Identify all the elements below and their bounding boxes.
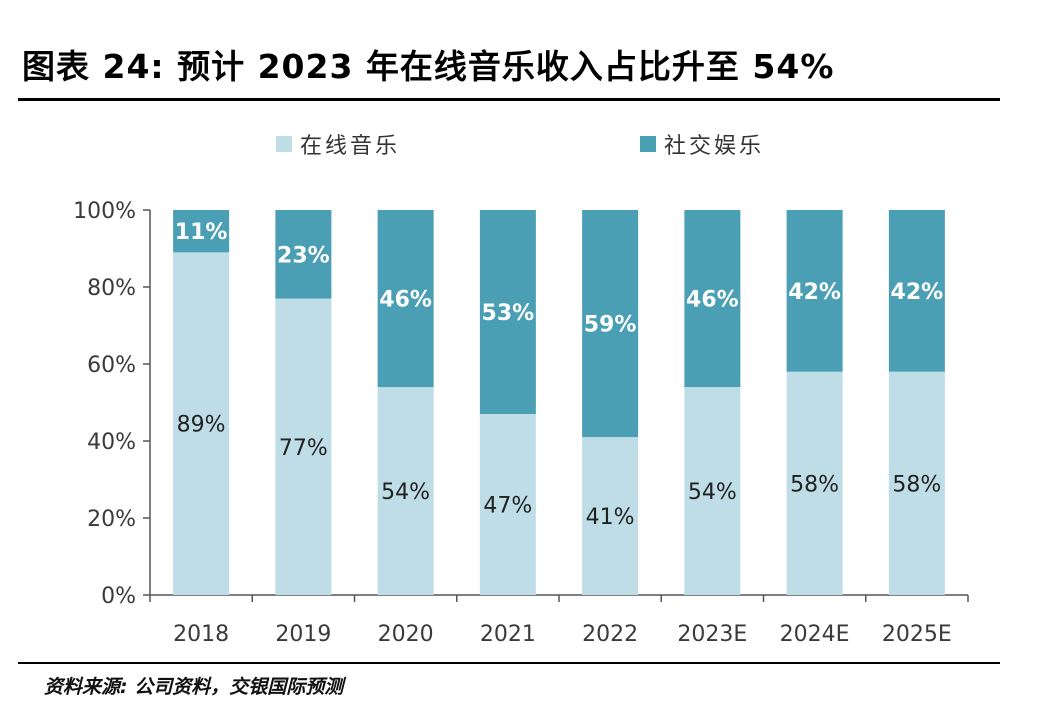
- bar-segment-social-entertainment: [275, 210, 332, 299]
- data-label-online-music: 58%: [892, 472, 941, 497]
- source-divider: [18, 662, 1000, 664]
- x-tick-label: 2018: [173, 622, 229, 647]
- bar-segment-social-entertainment: [888, 210, 945, 372]
- x-tick-label: 2023E: [677, 622, 747, 647]
- bar-segment-social-entertainment: [173, 210, 230, 253]
- legend-swatch-social-entertainment: [640, 136, 656, 152]
- x-tick-label: 2021: [480, 622, 536, 647]
- legend-item-online-music: 在线音乐: [276, 128, 400, 160]
- y-tick-label: 20%: [87, 507, 136, 532]
- legend-item-social-entertainment: 社交娱乐: [640, 128, 764, 160]
- bar-segment-online-music: [888, 371, 945, 595]
- y-tick-label: 40%: [87, 430, 136, 455]
- data-label-social-entertainment: 11%: [175, 220, 228, 245]
- legend-label-social-entertainment: 社交娱乐: [664, 134, 765, 159]
- data-label-online-music: 41%: [586, 505, 635, 530]
- bar-segment-online-music: [582, 437, 639, 595]
- data-label-social-entertainment: 23%: [277, 243, 330, 268]
- bar-segment-social-entertainment: [479, 210, 536, 415]
- data-label-social-entertainment: 53%: [482, 301, 535, 326]
- data-label-social-entertainment: 59%: [584, 313, 637, 338]
- data-label-online-music: 47%: [483, 494, 532, 519]
- bar-segment-online-music: [275, 298, 332, 595]
- data-label-online-music: 54%: [381, 480, 430, 505]
- data-label-social-entertainment: 42%: [788, 280, 841, 305]
- title-divider: [18, 98, 1000, 101]
- data-label-online-music: 58%: [790, 472, 839, 497]
- data-label-social-entertainment: 46%: [686, 288, 739, 313]
- legend-swatch-online-music: [276, 136, 292, 152]
- data-label-social-entertainment: 46%: [379, 288, 432, 313]
- bar-segment-online-music: [377, 387, 434, 595]
- x-tick-label: 2022: [582, 622, 638, 647]
- legend-label-online-music: 在线音乐: [300, 134, 401, 159]
- x-tick-label: 2025E: [882, 622, 952, 647]
- bar-segment-online-music: [479, 414, 536, 595]
- x-tick-label: 2020: [378, 622, 434, 647]
- figure-title: 图表 24: 预计 2023 年在线音乐收入占比升至 54%: [22, 47, 835, 86]
- bar-segment-social-entertainment: [786, 210, 843, 372]
- data-label-online-music: 54%: [688, 480, 737, 505]
- data-label-online-music: 77%: [279, 436, 328, 461]
- x-tick-label: 2024E: [780, 622, 850, 647]
- bar-segment-social-entertainment: [582, 210, 639, 438]
- source-note: 资料来源: 公司资料，交银国际预测: [44, 676, 344, 698]
- bar-segment-online-music: [786, 371, 843, 595]
- bar-segment-online-music: [684, 387, 741, 595]
- chart-legend: 在线音乐 社交娱乐: [0, 128, 1056, 160]
- bar-segment-online-music: [173, 252, 230, 595]
- x-tick-label: 2019: [275, 622, 331, 647]
- y-tick-label: 60%: [87, 353, 136, 378]
- y-tick-label: 100%: [73, 199, 136, 224]
- y-tick-label: 80%: [87, 276, 136, 301]
- y-tick-label: 0%: [101, 584, 136, 609]
- bar-segment-social-entertainment: [377, 210, 434, 388]
- data-label-online-music: 89%: [177, 413, 226, 438]
- bar-segment-social-entertainment: [684, 210, 741, 388]
- data-label-social-entertainment: 42%: [891, 280, 944, 305]
